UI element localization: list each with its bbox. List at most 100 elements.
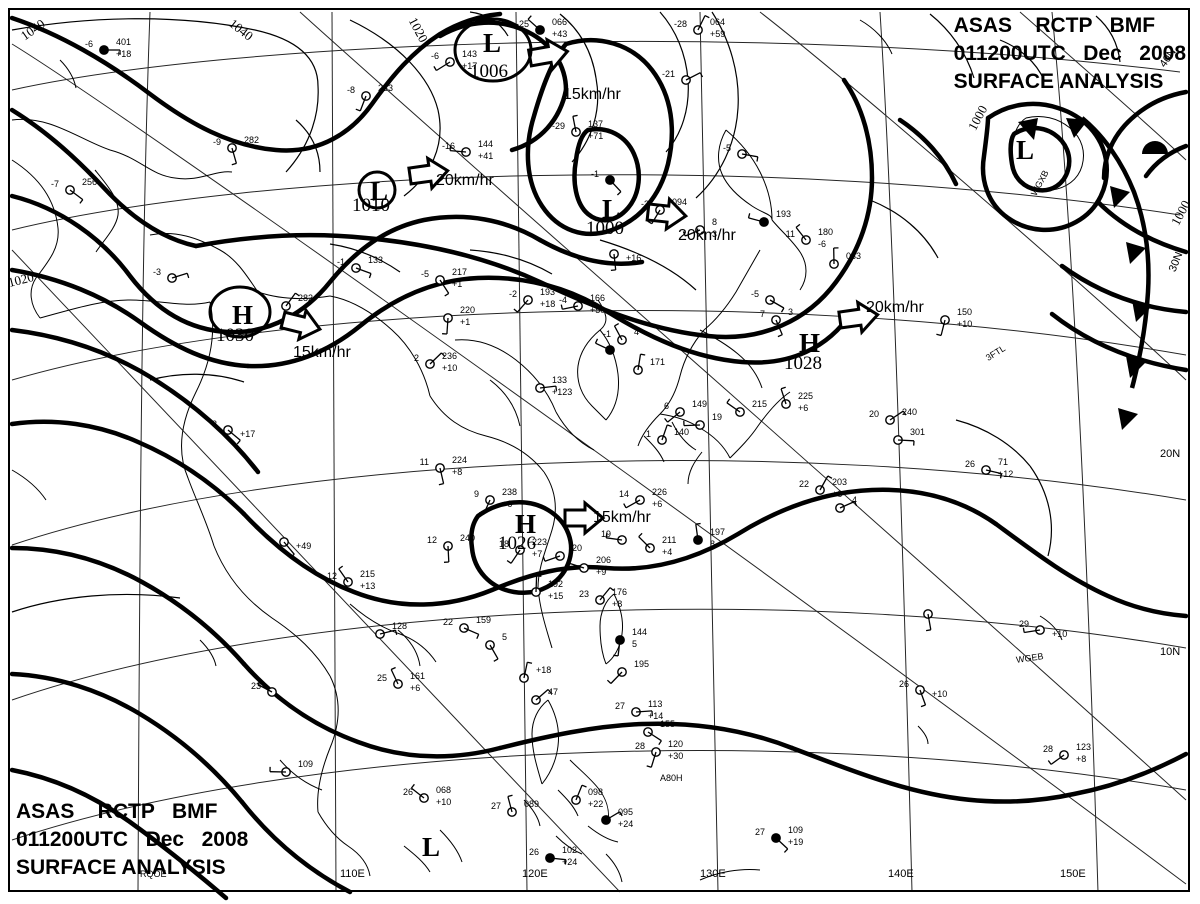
svg-text:128: 128 (392, 621, 407, 631)
svg-text:144: 144 (632, 627, 647, 637)
svg-text:+59: +59 (710, 29, 725, 39)
station-id-rqoe: RQOE (140, 869, 167, 879)
svg-text:-6: -6 (85, 39, 93, 49)
station-plot: 206+9 (568, 555, 611, 577)
svg-text:18: 18 (499, 539, 509, 549)
svg-text:109: 109 (298, 759, 313, 769)
station-plot: 28 120 +30 (635, 739, 683, 768)
svg-text:27: 27 (615, 701, 625, 711)
station-plot: 26 +10 (899, 679, 947, 708)
svg-text:+18: +18 (536, 665, 551, 675)
svg-text:113: 113 (648, 699, 662, 709)
pressure-system-low-1006: L (483, 30, 501, 57)
svg-text:195: 195 (634, 659, 649, 669)
svg-text:2: 2 (414, 353, 419, 363)
station-plot: -1 133 (337, 255, 383, 279)
station-plot: 12 240 (427, 533, 475, 563)
station-plot (923, 609, 933, 632)
isobars-thin (11, 11, 1121, 613)
station-plot: -25 066 +43 (516, 15, 567, 39)
motion-label-1010: 20km/hr (436, 172, 494, 189)
longitude-label-150e: 150E (1060, 868, 1086, 880)
svg-text:9: 9 (474, 489, 479, 499)
footer-line-1: ASAS RCTP BMF (16, 800, 218, 823)
motion-label-1030: 15km/hr (293, 344, 351, 361)
station-plot: 171 (633, 353, 665, 375)
station-plot: 12 215 +13 (327, 565, 375, 591)
svg-text:4: 4 (634, 327, 639, 337)
motion-arrows (279, 36, 880, 537)
svg-text:3: 3 (712, 229, 717, 239)
station-plot: 225+6 (780, 386, 813, 413)
svg-text:3: 3 (212, 419, 217, 429)
svg-text:150: 150 (957, 307, 972, 317)
station-plot: -5 217 +1 (421, 267, 467, 297)
pressure-system-low-1000-value: 1000 (586, 218, 624, 239)
station-plot: 9 238 +6 (474, 487, 517, 516)
svg-text:161: 161 (410, 671, 425, 681)
station-plot: 220+1 (442, 305, 475, 335)
station-plot (594, 338, 615, 355)
svg-text:+6: +6 (652, 499, 662, 509)
svg-text:+6: +6 (832, 489, 842, 499)
header-line-2: 011200UTC Dec 2008 (953, 42, 1186, 65)
longitude-label-120e: 120E (522, 868, 548, 880)
station-plot: 133 +123 (535, 375, 572, 397)
pressure-system-high-1026-value: 1026 (498, 533, 536, 554)
svg-text:-29: -29 (552, 121, 565, 131)
svg-text:11: 11 (786, 229, 795, 239)
svg-text:+8: +8 (1076, 754, 1086, 764)
cold-front (1080, 116, 1151, 389)
svg-text:+6: +6 (502, 499, 512, 509)
station-plot: 26 102 +24 (529, 845, 577, 867)
station-plot: 23 176 +8 (579, 587, 627, 609)
header-top-right: ASAS RCTP BMF 011200UTC Dec 2008 SURFACE… (954, 12, 1186, 96)
footer-line-3: SURFACE ANALYSIS (16, 856, 226, 879)
station-plot: 20 (542, 543, 582, 562)
svg-text:-16: -16 (442, 141, 455, 151)
svg-text:+18: +18 (116, 49, 131, 59)
svg-text:233: 233 (378, 83, 393, 93)
station-plot: 23 (251, 679, 277, 697)
svg-text:4: 4 (852, 495, 857, 505)
station-plot: 11 180 -6 (786, 223, 833, 249)
svg-text:095: 095 (618, 807, 633, 817)
station-plot: -3 (153, 267, 190, 283)
svg-text:71: 71 (998, 457, 1008, 467)
svg-text:+30: +30 (668, 751, 683, 761)
svg-text:240: 240 (460, 533, 475, 543)
svg-text:-1: -1 (603, 329, 611, 339)
svg-text:211: 211 (662, 535, 676, 545)
station-plot: 27 109 +19 (755, 825, 803, 853)
svg-text:-5: -5 (723, 143, 731, 153)
svg-text:+50: +50 (590, 305, 605, 315)
svg-text:23: 23 (251, 681, 261, 691)
station-plot: 095+24 (601, 807, 633, 829)
station-plot: 150+10 (936, 307, 972, 337)
station-plot: -1 4 (603, 323, 639, 345)
pressure-system-high-1028-value: 1028 (784, 353, 822, 374)
station-plot: -7 256 (51, 177, 97, 204)
station-plot: 47 (531, 687, 558, 705)
station-plot: -28 064 +59 (674, 15, 725, 39)
svg-text:215: 215 (752, 399, 767, 409)
station-plot: -2 193 +18 (509, 287, 555, 313)
svg-text:22: 22 (443, 617, 453, 627)
svg-text:282: 282 (298, 293, 313, 303)
svg-text:+41: +41 (478, 151, 493, 161)
svg-text:+24: +24 (618, 819, 633, 829)
svg-text:20: 20 (572, 543, 582, 553)
station-plot: -5 (723, 143, 759, 162)
svg-text:+8: +8 (612, 599, 622, 609)
station-plot: 83 (682, 217, 717, 239)
svg-text:7: 7 (760, 309, 765, 319)
svg-text:+6: +6 (798, 403, 808, 413)
footer-line-2: 011200UTC Dec 2008 (16, 828, 249, 851)
station-plot: -5 (751, 289, 785, 313)
header-line-1: ASAS RCTP BMF (953, 14, 1156, 37)
station-plot: -6 401 +18 (85, 37, 131, 59)
svg-text:12: 12 (427, 535, 437, 545)
svg-text:+10: +10 (436, 797, 451, 807)
motion-label-1026: 15km/hr (593, 509, 651, 526)
